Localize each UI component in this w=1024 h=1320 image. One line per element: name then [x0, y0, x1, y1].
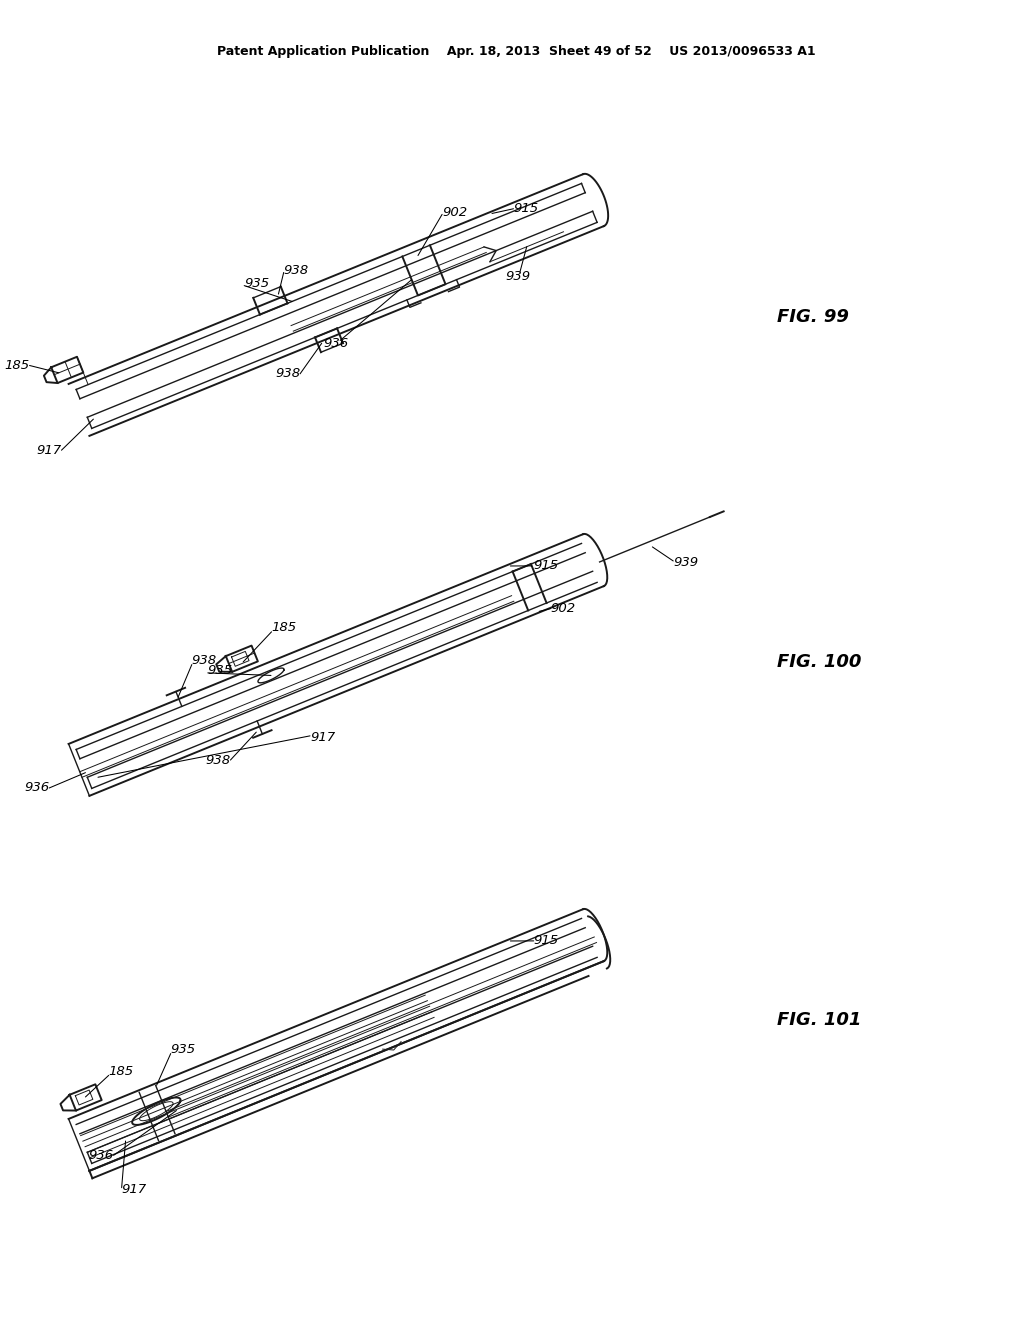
Text: 185: 185: [271, 622, 297, 635]
Text: 936: 936: [25, 781, 49, 795]
Text: 935: 935: [208, 664, 232, 677]
Text: 938: 938: [205, 754, 230, 767]
Text: FIG. 100: FIG. 100: [777, 653, 861, 671]
Text: 917: 917: [122, 1183, 146, 1196]
Text: 939: 939: [505, 271, 530, 284]
Text: FIG. 99: FIG. 99: [777, 308, 849, 326]
Text: FIG. 101: FIG. 101: [777, 1011, 861, 1030]
Text: 938: 938: [284, 264, 309, 277]
Text: 185: 185: [109, 1065, 134, 1078]
Text: 902: 902: [551, 602, 575, 615]
Text: 935: 935: [244, 277, 269, 290]
Text: 939: 939: [673, 557, 698, 569]
Text: 936: 936: [88, 1148, 114, 1162]
Text: 917: 917: [36, 444, 61, 457]
Text: 917: 917: [310, 731, 335, 744]
Text: 935: 935: [171, 1043, 196, 1056]
Text: 185: 185: [4, 359, 30, 372]
Text: 915: 915: [513, 202, 539, 215]
Text: 902: 902: [442, 206, 467, 219]
Text: 938: 938: [275, 367, 300, 380]
Text: 915: 915: [534, 935, 559, 948]
Text: 936: 936: [324, 337, 348, 350]
Text: 938: 938: [191, 655, 217, 667]
Text: 915: 915: [534, 560, 559, 573]
Text: Patent Application Publication    Apr. 18, 2013  Sheet 49 of 52    US 2013/00965: Patent Application Publication Apr. 18, …: [217, 45, 816, 58]
